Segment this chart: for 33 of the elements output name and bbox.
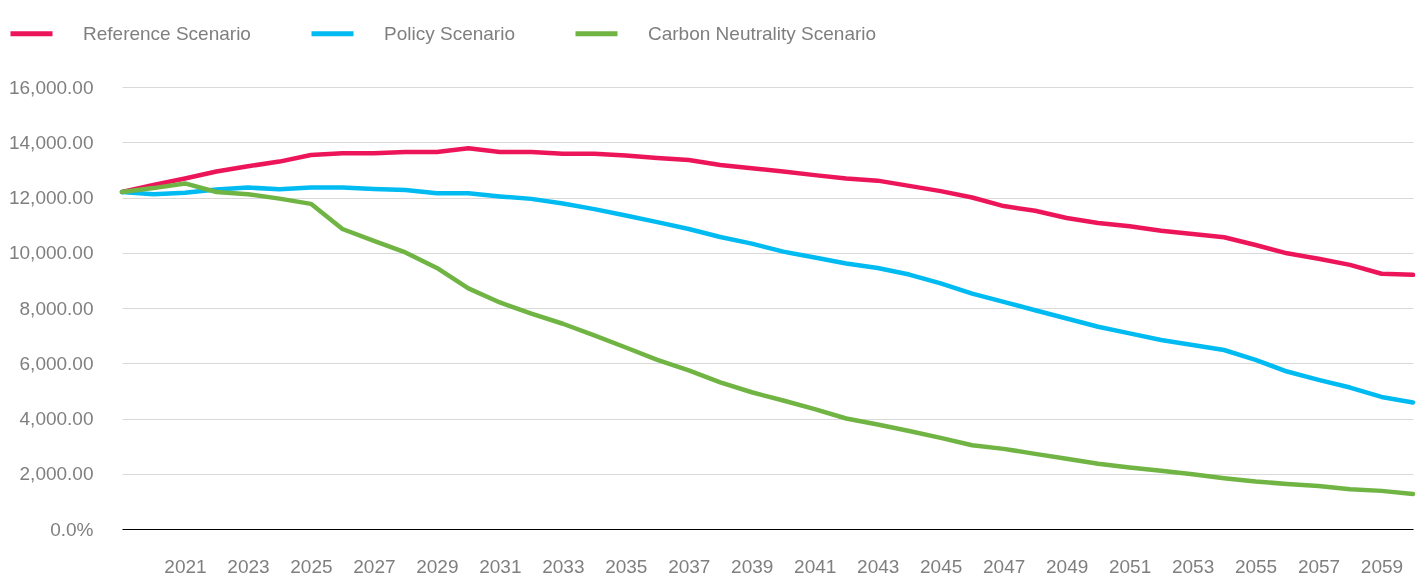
x-tick-label: 2057 xyxy=(1297,555,1341,577)
x-tick-label: 2037 xyxy=(668,555,711,577)
x-tick-label: 2035 xyxy=(605,555,648,577)
y-tick-label: 10,000.00 xyxy=(8,242,94,264)
x-tick-label: 2041 xyxy=(794,555,837,577)
y-tick-label: 8,000.00 xyxy=(19,297,94,319)
x-tick-label: 2053 xyxy=(1171,555,1215,577)
x-tick-label: 2045 xyxy=(920,555,963,577)
y-tick-label: 12,000.00 xyxy=(8,187,94,208)
y-tick-label: 6,000.00 xyxy=(19,352,94,374)
y-tick-label: 4,000.00 xyxy=(19,408,94,429)
x-tick-label: 2029 xyxy=(416,555,459,577)
x-tick-label: 2025 xyxy=(290,555,333,577)
y-tick-label: 0.0% xyxy=(50,518,94,540)
x-tick-label: 2047 xyxy=(983,555,1026,577)
x-tick-label: 2059 xyxy=(1360,555,1404,577)
x-tick-label: 2039 xyxy=(731,555,774,577)
y-tick-label: 16,000.00 xyxy=(8,76,94,98)
x-tick-label: 2021 xyxy=(164,555,207,577)
x-tick-label: 2031 xyxy=(479,555,522,577)
x-tick-label: 2027 xyxy=(353,555,396,577)
x-tick-label: 2023 xyxy=(227,555,270,577)
y-tick-label: 2,000.00 xyxy=(19,463,94,485)
x-tick-label: 2051 xyxy=(1108,555,1152,577)
legend-label: Reference Scenario xyxy=(83,22,251,44)
line-series xyxy=(119,181,1416,497)
x-tick-label: 2049 xyxy=(1045,555,1089,577)
x-tick-label: 2055 xyxy=(1234,555,1278,577)
x-tick-label: 2033 xyxy=(542,555,585,577)
x-tick-label: 2043 xyxy=(857,555,900,577)
legend-label: Carbon Neutrality Scenario xyxy=(648,22,877,44)
y-tick-label: 14,000.00 xyxy=(8,131,94,153)
legend-label: Policy Scenario xyxy=(384,22,515,44)
